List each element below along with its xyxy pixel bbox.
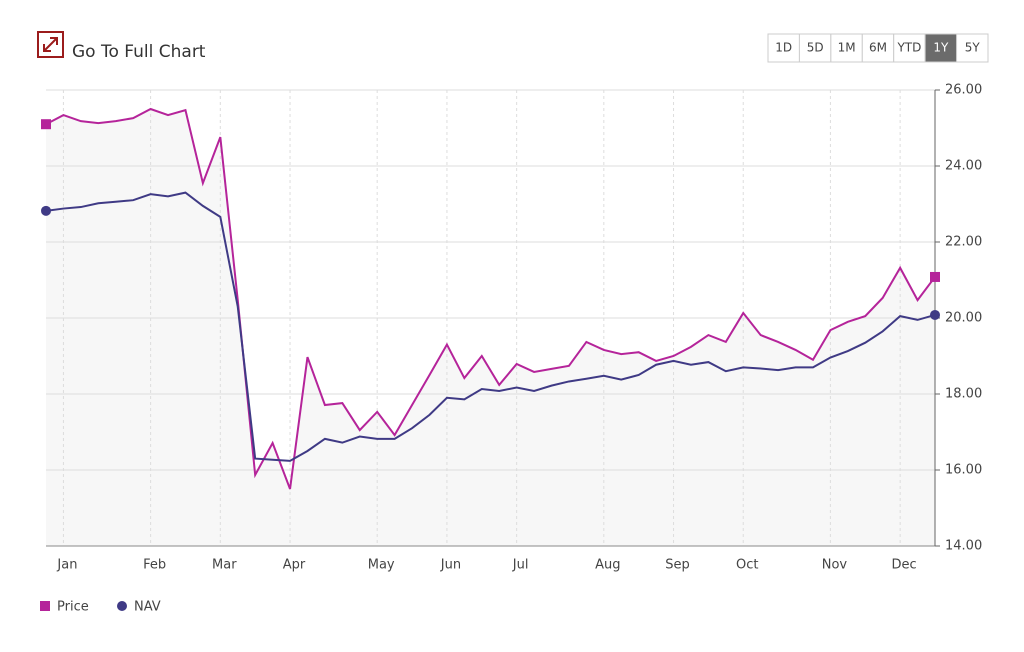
x-tick-label: Apr	[283, 558, 306, 573]
x-tick-label: May	[368, 558, 395, 573]
legend-item[interactable]: Price	[40, 600, 89, 615]
range-button[interactable]: 1D	[767, 33, 800, 63]
x-tick-label: Sep	[665, 558, 690, 573]
series-line	[45, 191, 936, 462]
button-label: 5D	[807, 41, 824, 55]
button-label: 5Y	[965, 41, 981, 55]
x-tick-label: Dec	[892, 558, 917, 573]
button-bg	[893, 33, 926, 63]
expand-icon	[37, 31, 64, 58]
x-tick-label: Jun	[440, 558, 461, 573]
button-bg	[798, 33, 832, 63]
button-label: 1D	[775, 41, 792, 55]
range-button[interactable]: 5Y	[956, 33, 989, 63]
button-label: 1M	[838, 41, 856, 55]
range-button[interactable]: YTD	[893, 33, 926, 63]
range-button[interactable]: 1Y	[924, 33, 958, 63]
x-tick-label: Oct	[736, 558, 758, 573]
x-tick-label: Nov	[822, 558, 848, 573]
series-line	[45, 107, 936, 490]
button-bg	[830, 33, 863, 63]
range-buttons: 1D 5D 1M 6M YTD 1Y 5Y	[767, 33, 989, 63]
full-chart-link[interactable]: Go To Full Chart	[37, 31, 206, 62]
button-bg	[924, 33, 958, 63]
y-tick-label: 14.00	[945, 539, 982, 554]
legend-item[interactable]: NAV	[117, 600, 161, 615]
end-marker	[930, 309, 940, 320]
button-label: 6M	[869, 41, 887, 55]
legend-label: Price	[57, 600, 89, 615]
y-tick-label: 26.00	[945, 83, 982, 98]
legend-swatch	[117, 601, 127, 611]
x-tick-label: Mar	[212, 558, 237, 573]
button-label: 1Y	[933, 41, 949, 55]
legend-label: NAV	[134, 600, 161, 615]
x-tick-label: Jul	[512, 558, 529, 573]
range-button[interactable]: 6M	[861, 33, 895, 63]
y-tick-label: 24.00	[945, 159, 982, 174]
title: Go To Full Chart	[72, 42, 206, 62]
y-tick-label: 16.00	[945, 463, 982, 478]
x-tick-label: Jan	[56, 558, 77, 573]
legend-swatch	[40, 601, 50, 611]
y-tick-label: 18.00	[945, 387, 982, 402]
range-button[interactable]: 5D	[798, 33, 832, 63]
button-label: YTD	[896, 41, 921, 55]
button-bg	[956, 33, 989, 63]
y-tick-label: 20.00	[945, 311, 982, 326]
button-bg	[861, 33, 895, 63]
end-marker	[930, 271, 940, 282]
end-marker	[41, 119, 51, 130]
plot-shade	[46, 109, 935, 546]
x-tick-label: Aug	[595, 558, 620, 573]
end-marker	[41, 205, 51, 216]
y-tick-label: 22.00	[945, 235, 982, 250]
range-button[interactable]: 1M	[830, 33, 863, 63]
x-tick-label: Feb	[143, 558, 166, 573]
expand-arrows	[43, 37, 58, 52]
